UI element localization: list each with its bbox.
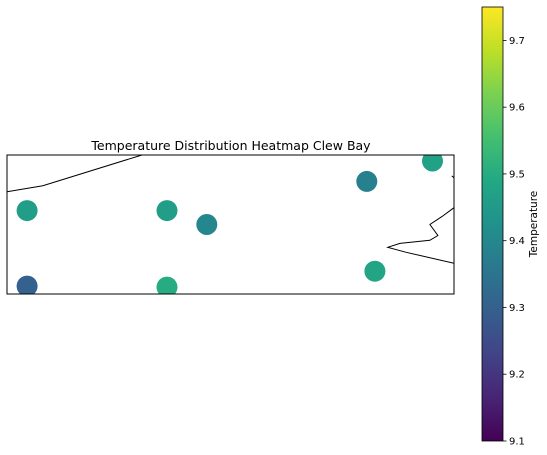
colorbar-label: Temperature [528,191,540,259]
chart-title: Temperature Distribution Heatmap Clew Ba… [90,138,371,153]
colorbar-ticks: 9.1 9.2 9.3 9.4 9.5 9.6 9.7 [503,36,525,448]
colorbar-tick-label-3: 9.4 [509,236,525,247]
colorbar-tick-label-4: 9.5 [509,169,525,180]
data-point-2 [196,214,218,235]
data-point-5 [364,260,386,282]
colorbar-tick-label-1: 9.2 [509,370,525,381]
data-point-7 [16,275,38,294]
colorbar: 9.1 9.2 9.3 9.4 9.5 9.6 9.7 Temperature [481,6,540,448]
colorbar-tick-label-6: 9.7 [509,36,525,47]
data-point-3 [356,170,378,192]
coastline-1 [386,207,454,264]
colorbar-tick-label-5: 9.6 [509,103,525,114]
data-points-layer [16,155,443,294]
plot-area [6,154,455,295]
data-point-1 [156,200,178,222]
coastline-0 [7,155,143,193]
data-point-6 [156,276,178,294]
colorbar-tick-label-0: 9.1 [509,437,525,448]
data-point-4 [422,155,443,172]
plot-frame [6,154,455,295]
colorbar-tick-label-2: 9.3 [509,303,525,314]
data-point-0 [16,200,38,222]
colorbar-gradient [481,6,504,442]
